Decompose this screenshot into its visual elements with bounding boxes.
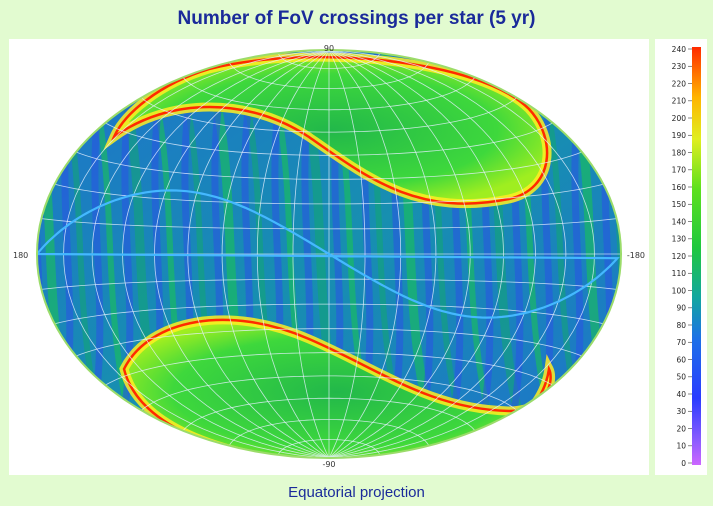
colorbar-tick-label: 80 [676,321,686,330]
colorbar-tick-label: 150 [672,200,687,209]
label-right: -180 [627,251,645,260]
colorbar: 2402302202102001901801701601501401301201… [672,45,701,468]
parallel-line [182,397,476,431]
colorbar-tick-label: 140 [672,217,687,226]
colorbar-tick-label: 120 [672,252,687,261]
parallel-line [182,77,476,111]
colorbar-tick-label: 10 [676,442,686,451]
label-bottom: -90 [322,460,335,469]
colorbar-tick-label: 30 [676,407,686,416]
parallel-line [277,53,381,70]
parallel-line [105,352,553,386]
map-panel: 90 -90 180 -180 [9,39,649,475]
colorbar-tick-label: 100 [672,286,687,295]
colorbar-tick-label: 170 [672,166,687,175]
label-top: 90 [324,44,334,53]
colorbar-tick-label: 110 [672,269,687,278]
colorbar-tick-label: 240 [672,45,687,54]
colorbar-tick-label: 0 [681,459,686,468]
parallel-line [54,183,604,205]
colorbar-tick-label: 20 [676,424,686,433]
colorbar-panel: 240 230 220 210 200 190 180 170 160 150 140 130 120 1… [655,39,707,475]
parallel-line [141,97,517,133]
ecliptic-line [37,189,620,319]
colorbar-tick-label: 230 [672,62,687,71]
colorbar-tick-label: 90 [676,304,686,313]
sky-map: 90 -90 180 -180 [13,44,645,469]
colorbar-tick-label: 200 [672,114,687,123]
colorbar-tick-label: 50 [676,373,686,382]
label-left: 180 [13,251,28,260]
colorbar-tick-label: 160 [672,183,687,192]
parallel-line [141,375,517,411]
parallel-line [228,419,430,446]
chart-subtitle: Equatorial projection [288,484,425,501]
colorbar-tick-label: 220 [672,79,687,88]
colorbar-tick-label: 40 [676,390,686,399]
colorbar-tick-label: 70 [676,338,686,347]
colorbar-tick-label: 180 [672,148,687,157]
parallel-line [277,438,381,455]
colorbar-tick-label: 60 [676,355,686,364]
parallel-line [105,122,553,156]
colorbar-gradient [692,47,701,465]
parallel-line [228,62,430,89]
parallel-line [75,328,583,357]
parallel-line [41,218,617,230]
parallel-line [54,303,604,325]
parallel-line [75,151,583,180]
pole-region [124,320,551,458]
parallel-line [41,278,617,290]
colorbar-tick-label: 190 [672,131,687,140]
colorbar-tick-label: 210 [672,97,687,106]
chart-title: Number of FoV crossings per star (5 yr) [177,8,536,29]
map-outline [36,49,622,459]
colorbar-tick-label: 130 [672,235,687,244]
